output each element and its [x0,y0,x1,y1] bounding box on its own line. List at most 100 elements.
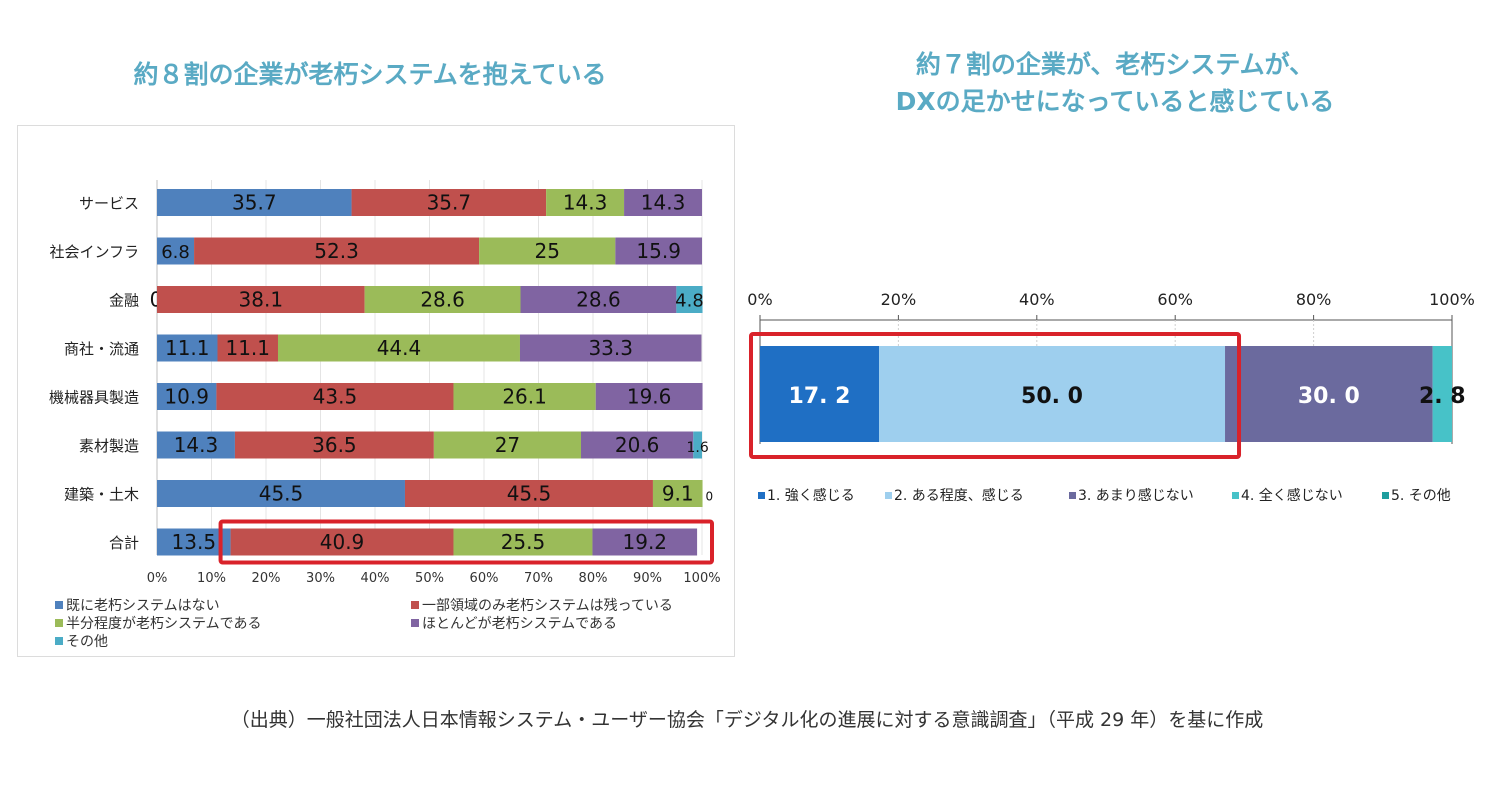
left-legend-swatch [411,601,419,609]
left-data-label: 28.6 [576,288,621,312]
left-data-label: 25.5 [501,530,546,554]
right-legend-label: 2. ある程度、感じる [894,487,1024,504]
left-bar-segment [157,189,352,216]
left-data-label: 40.9 [320,530,365,554]
left-category-label: 商社・流通 [64,340,139,358]
right-chart-title-line2: DXの足かせになっていると感じている [895,87,1335,116]
left-bar-segment [157,237,195,265]
left-legend-swatch [55,619,63,627]
left-x-tick-label: 30% [306,571,335,586]
left-data-label: 27 [495,433,520,457]
left-bar-segment [519,334,702,362]
left-data-label: 11.1 [165,336,210,360]
left-bar-segment [277,334,520,362]
left-x-tick-label: 50% [415,571,444,586]
right-highlight-box [749,332,1242,459]
left-data-label: 43.5 [313,385,358,409]
left-bar-segment [230,528,454,556]
right-bar-segment [1225,346,1433,442]
left-x-tick-label: 70% [524,571,553,586]
right-data-label: 2. 8 [1419,384,1466,409]
left-legend-label: ほとんどが老朽システムである [422,616,617,632]
left-category-label: 合計 [109,534,139,552]
left-data-label: 11.1 [225,336,270,360]
left-data-label: 25 [534,239,559,263]
left-data-label: 45.5 [507,482,552,506]
left-data-label: 15.9 [636,239,681,263]
left-x-tick-label: 10% [197,571,226,586]
left-bar-segment [364,286,521,313]
left-bar-segment [433,431,582,459]
left-bar-segment [520,286,677,313]
right-legend-swatch [1382,492,1389,499]
right-legend-label: 5. その他 [1391,488,1451,504]
left-data-label: 19.6 [627,385,672,409]
left-data-label: 6.8 [161,242,190,263]
left-x-tick-label: 0% [147,571,168,586]
left-bar-segment [676,286,703,313]
left-data-label: 33.3 [588,336,633,360]
left-data-label: 14.3 [563,191,608,215]
left-data-label: 36.5 [312,433,357,457]
source-note: （出典）一般社団法人日本情報システム・ユーザー協会「デジタル化の進展に対する意識… [230,709,1264,731]
left-category-label: 機械器具製造 [49,389,139,407]
left-data-label: 35.7 [232,191,277,215]
left-legend-label: 既に老朽システムはない [66,598,220,614]
left-legend-swatch [411,619,419,627]
left-data-label: 14.3 [641,191,686,215]
right-x-tick-label: 0% [747,290,772,309]
right-x-tick-label: 60% [1157,290,1193,309]
right-chart-title-line1: 約７割の企業が、老朽システムが、 [915,50,1315,79]
right-legend-label: 4. 全く感じない [1241,487,1343,504]
left-data-label: 4.8 [675,291,704,312]
left-bar-segment [194,237,480,265]
left-data-label: 44.4 [377,336,422,360]
right-data-label: 17. 2 [789,384,851,409]
left-bar-segment [615,237,702,265]
left-data-label: 0 [706,490,714,504]
left-x-tick-label: 60% [470,571,499,586]
left-bar-segment [404,480,653,507]
left-x-tick-label: 40% [361,571,390,586]
left-x-tick-label: 20% [252,571,281,586]
left-data-label: 38.1 [239,288,284,312]
right-legend-swatch [1232,492,1239,499]
left-bar-segment [157,431,235,459]
left-x-tick-label: 100% [683,571,720,586]
left-chart-title: 約８割の企業が老朽システムを抱えている [133,60,607,89]
left-legend-label: 一部領域のみ老朽システムは残っている [422,597,673,614]
right-x-tick-label: 80% [1296,290,1332,309]
right-x-tick-label: 20% [881,290,917,309]
left-data-label: 52.3 [314,239,359,263]
left-bar-segment [652,480,703,507]
left-data-label: 1.6 [687,440,709,456]
right-legend-swatch [1069,492,1076,499]
left-legend-swatch [55,637,63,645]
left-bar-segment [595,383,703,410]
left-data-label: 13.5 [172,530,217,554]
right-x-tick-label: 40% [1019,290,1055,309]
left-x-tick-label: 80% [579,571,608,586]
right-data-label: 50. 0 [1021,384,1083,409]
left-bar-segment [157,334,218,362]
left-bar-segment [217,334,278,362]
left-data-label: 45.5 [259,482,304,506]
left-bar-segment [624,189,702,216]
left-data-label: 19.2 [623,530,668,554]
right-data-label: 30. 0 [1298,384,1360,409]
left-category-label: 金融 [109,292,139,310]
left-data-label: 35.7 [427,191,472,215]
right-bar-segment [879,346,1226,442]
left-data-label: 20.6 [615,433,660,457]
left-data-label: 10.9 [164,385,209,409]
left-legend-swatch [55,601,63,609]
left-data-label: 26.1 [502,385,547,409]
left-legend-label: 半分程度が老朽システムである [66,616,261,632]
left-category-label: 建築・土木 [64,486,139,504]
left-legend-label: その他 [66,634,108,650]
left-bar-segment [592,528,698,556]
left-highlight-box [218,519,714,565]
left-bar-segment [157,286,365,313]
left-bar-segment [234,431,434,459]
left-bar-segment [581,431,694,459]
